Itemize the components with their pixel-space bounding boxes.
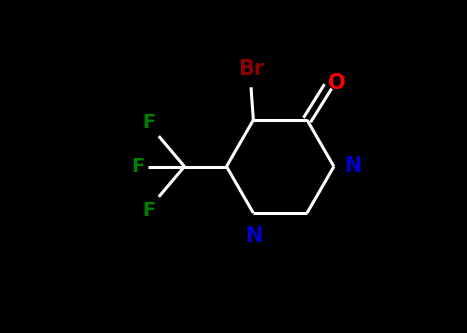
Text: N: N — [246, 226, 263, 246]
Text: F: F — [142, 200, 155, 219]
Text: N: N — [344, 157, 361, 176]
Text: F: F — [142, 114, 155, 133]
Text: F: F — [131, 157, 144, 176]
Text: O: O — [328, 73, 345, 93]
Text: Br: Br — [238, 59, 264, 79]
